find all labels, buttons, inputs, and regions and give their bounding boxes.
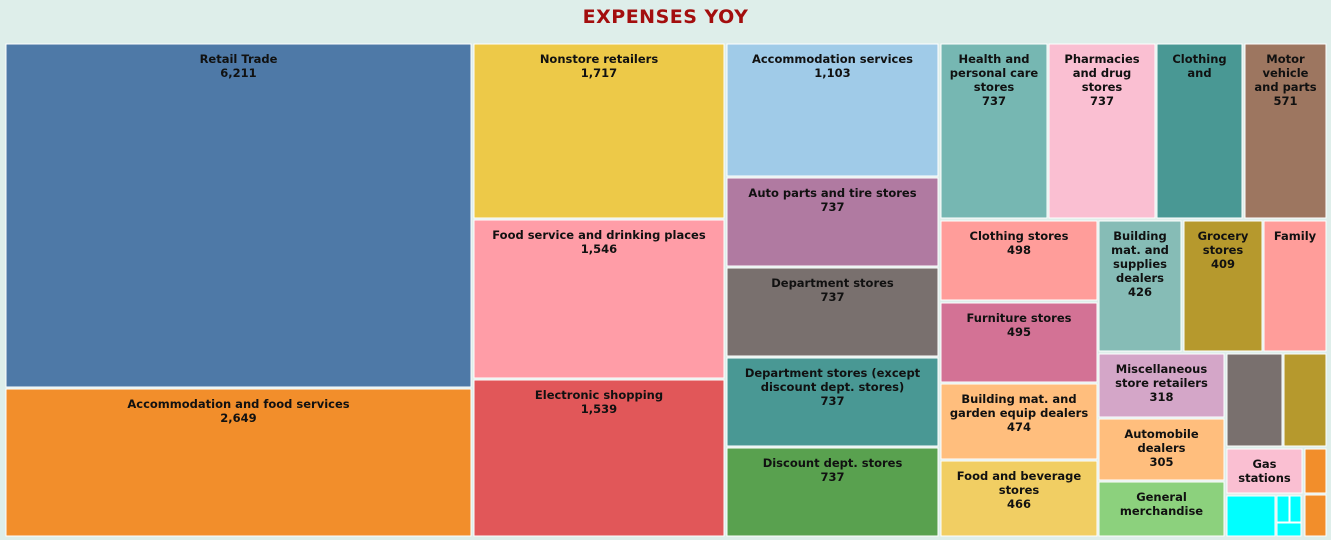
tile-value-accommodation-and-food-services: 2,649 — [220, 411, 256, 425]
treemap-tile-retail-trade[interactable] — [5, 43, 472, 388]
tile-value-building-mat-and-garden-equip-dealers: 474 — [1007, 420, 1031, 434]
treemap-tile-unlabeled-30[interactable] — [1276, 495, 1290, 523]
treemap-tile-unlabeled-26[interactable] — [1283, 353, 1327, 447]
treemap-tile-food-service-and-drinking-places[interactable] — [473, 219, 725, 379]
tile-value-department-stores-except-discount-dept-stores: 737 — [820, 394, 844, 408]
tile-value-pharmacies-and-drug-stores: 737 — [1090, 94, 1114, 108]
treemap-tile-accommodation-services[interactable] — [726, 43, 939, 177]
tile-label-pharmacies-and-drug-stores: Pharmacies and drug stores 737 — [1064, 52, 1139, 108]
tile-label-motor-vehicle-and-parts: Motor vehicle and parts 571 — [1254, 52, 1316, 108]
treemap-tile-unlabeled-28[interactable] — [1304, 494, 1327, 537]
treemap-tile-clothing-stores[interactable] — [940, 220, 1098, 301]
tile-label-family: Family — [1274, 229, 1317, 243]
treemap-tile-grocery-stores[interactable] — [1183, 220, 1263, 352]
tile-value-electronic-shopping: 1,539 — [581, 402, 617, 416]
tile-value-health-and-personal-care-stores: 737 — [982, 94, 1006, 108]
tile-value-grocery-stores: 409 — [1211, 257, 1235, 271]
tile-label-grocery-stores: Grocery stores 409 — [1198, 229, 1249, 271]
treemap-tile-auto-parts-and-tire-stores[interactable] — [726, 177, 939, 267]
tile-value-furniture-stores: 495 — [1007, 325, 1031, 339]
tile-label-auto-parts-and-tire-stores: Auto parts and tire stores 737 — [748, 186, 916, 214]
treemap-tile-unlabeled-32[interactable] — [1289, 495, 1302, 523]
tile-value-building-mat-and-supplies-dealers: 426 — [1128, 285, 1152, 299]
treemap-tile-automobile-dealers[interactable] — [1098, 418, 1225, 481]
treemap-tile-unlabeled-31[interactable] — [1276, 522, 1302, 537]
tile-label-department-stores: Department stores 737 — [771, 276, 894, 304]
treemap-tile-unlabeled-29[interactable] — [1226, 495, 1276, 537]
tile-value-motor-vehicle-and-parts: 571 — [1273, 94, 1297, 108]
tile-value-nonstore-retailers: 1,717 — [581, 66, 617, 80]
tile-label-building-mat-and-garden-equip-dealers: Building mat. and garden equip dealers 474 — [950, 392, 1088, 434]
tile-label-automobile-dealers: Automobile dealers 305 — [1124, 427, 1198, 469]
tile-label-electronic-shopping: Electronic shopping 1,539 — [535, 388, 663, 416]
treemap-tile-family[interactable] — [1263, 220, 1327, 352]
tile-label-discount-dept-stores: Discount dept. stores 737 — [763, 456, 903, 484]
treemap-tile-department-stores[interactable] — [726, 267, 939, 357]
tile-label-building-mat-and-supplies-dealers: Building mat. and supplies dealers 426 — [1111, 229, 1169, 299]
tile-label-department-stores-except-discount-dept-stores: Department stores (except discount dept. … — [745, 366, 921, 408]
tile-label-clothing-and: Clothing and — [1172, 52, 1226, 80]
treemap-tile-gas-stations[interactable] — [1226, 448, 1303, 494]
tile-label-accommodation-services: Accommodation services 1,103 — [752, 52, 913, 80]
tile-label-food-service-and-drinking-places: Food service and drinking places 1,546 — [492, 228, 706, 256]
tile-label-nonstore-retailers: Nonstore retailers 1,717 — [540, 52, 659, 80]
treemap-tile-health-and-personal-care-stores[interactable] — [940, 43, 1048, 219]
tile-label-miscellaneous-store-retailers: Miscellaneous store retailers 318 — [1115, 362, 1208, 404]
treemap-tile-motor-vehicle-and-parts[interactable] — [1244, 43, 1327, 219]
tile-label-food-and-beverage-stores: Food and beverage stores 466 — [957, 469, 1082, 511]
tile-label-retail-trade: Retail Trade 6,211 — [200, 52, 278, 80]
tile-label-health-and-personal-care-stores: Health and personal care stores 737 — [950, 52, 1039, 108]
tile-value-food-service-and-drinking-places: 1,546 — [581, 242, 617, 256]
treemap-tile-electronic-shopping[interactable] — [473, 379, 725, 537]
treemap-tile-miscellaneous-store-retailers[interactable] — [1098, 353, 1225, 418]
treemap-tile-unlabeled-27[interactable] — [1304, 448, 1327, 494]
tile-value-auto-parts-and-tire-stores: 737 — [820, 200, 844, 214]
treemap-tile-building-mat-and-garden-equip-dealers[interactable] — [940, 383, 1098, 460]
tile-label-accommodation-and-food-services: Accommodation and food services 2,649 — [127, 397, 349, 425]
tile-label-furniture-stores: Furniture stores 495 — [967, 311, 1072, 339]
tile-value-accommodation-services: 1,103 — [814, 66, 850, 80]
treemap-tile-unlabeled-25[interactable] — [1226, 353, 1283, 447]
tile-label-clothing-stores: Clothing stores 498 — [970, 229, 1069, 257]
tile-value-automobile-dealers: 305 — [1149, 455, 1173, 469]
tile-value-miscellaneous-store-retailers: 318 — [1149, 390, 1173, 404]
tile-label-general-merchandise: General merchandise — [1120, 490, 1203, 518]
treemap-tile-clothing-and[interactable] — [1156, 43, 1243, 219]
treemap-tile-nonstore-retailers[interactable] — [473, 43, 725, 219]
treemap-tile-building-mat-and-supplies-dealers[interactable] — [1098, 220, 1182, 352]
tile-label-gas-stations: Gas stations — [1238, 457, 1291, 485]
tile-value-discount-dept-stores: 737 — [820, 470, 844, 484]
treemap-tile-general-merchandise[interactable] — [1098, 481, 1225, 537]
treemap-tile-discount-dept-stores[interactable] — [726, 447, 939, 537]
tile-value-food-and-beverage-stores: 466 — [1007, 497, 1031, 511]
treemap-tile-accommodation-and-food-services[interactable] — [5, 388, 472, 537]
treemap-tile-food-and-beverage-stores[interactable] — [940, 460, 1098, 537]
treemap-tile-pharmacies-and-drug-stores[interactable] — [1048, 43, 1156, 219]
tile-value-retail-trade: 6,211 — [220, 66, 256, 80]
treemap-tile-furniture-stores[interactable] — [940, 302, 1098, 383]
tile-value-clothing-stores: 498 — [1007, 243, 1031, 257]
treemap-tile-department-stores-except-discount-dept-stores[interactable] — [726, 357, 939, 447]
tile-value-department-stores: 737 — [820, 290, 844, 304]
chart-title: EXPENSES YOY — [582, 6, 749, 28]
